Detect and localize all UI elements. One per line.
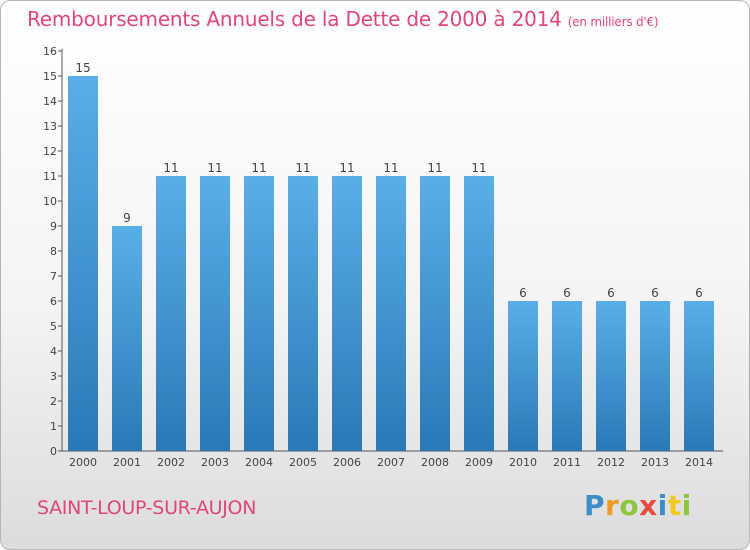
x-tick-label: 2008 bbox=[421, 456, 449, 469]
x-tick-label: 2002 bbox=[157, 456, 185, 469]
bar bbox=[156, 176, 186, 451]
data-label: 11 bbox=[427, 161, 442, 175]
y-tick-label: 10 bbox=[43, 195, 57, 208]
bar bbox=[244, 176, 274, 451]
data-label: 6 bbox=[563, 286, 571, 300]
data-label: 11 bbox=[163, 161, 178, 175]
x-tick-label: 2013 bbox=[641, 456, 669, 469]
bar bbox=[332, 176, 362, 451]
y-tick-label: 2 bbox=[50, 395, 57, 408]
chart-unit: (en milliers d'€) bbox=[567, 15, 659, 29]
bar bbox=[552, 301, 582, 451]
data-label: 9 bbox=[123, 211, 131, 225]
y-tick-label: 3 bbox=[50, 370, 57, 383]
x-tick-label: 2003 bbox=[201, 456, 229, 469]
data-label: 6 bbox=[695, 286, 703, 300]
data-label: 11 bbox=[339, 161, 354, 175]
bar bbox=[68, 76, 98, 451]
x-tick-label: 2004 bbox=[245, 456, 273, 469]
x-tick-label: 2005 bbox=[289, 456, 317, 469]
x-tick-label: 2009 bbox=[465, 456, 493, 469]
bar bbox=[112, 226, 142, 451]
y-tick-label: 9 bbox=[50, 220, 57, 233]
data-label: 15 bbox=[75, 61, 90, 75]
x-tick-label: 2001 bbox=[113, 456, 141, 469]
x-tick-label: 2007 bbox=[377, 456, 405, 469]
bar bbox=[640, 301, 670, 451]
bar bbox=[420, 176, 450, 451]
x-tick-label: 2012 bbox=[597, 456, 625, 469]
x-tick-label: 2014 bbox=[685, 456, 713, 469]
y-tick-label: 1 bbox=[50, 420, 57, 433]
chart-title-text: Remboursements Annuels de la Dette de 20… bbox=[27, 7, 562, 31]
y-tick-label: 8 bbox=[50, 245, 57, 258]
data-label: 11 bbox=[207, 161, 222, 175]
proxiti-logo: Proxiti bbox=[584, 489, 692, 522]
data-label: 11 bbox=[295, 161, 310, 175]
data-label: 11 bbox=[251, 161, 266, 175]
y-tick-label: 16 bbox=[43, 45, 57, 58]
data-label: 6 bbox=[519, 286, 527, 300]
data-label: 11 bbox=[383, 161, 398, 175]
bar bbox=[288, 176, 318, 451]
x-tick-label: 2000 bbox=[69, 456, 97, 469]
y-tick-label: 5 bbox=[50, 320, 57, 333]
y-tick-label: 13 bbox=[43, 120, 57, 133]
bar bbox=[508, 301, 538, 451]
y-tick-label: 4 bbox=[50, 345, 57, 358]
data-label: 6 bbox=[651, 286, 659, 300]
y-tick-label: 11 bbox=[43, 170, 57, 183]
y-tick-label: 12 bbox=[43, 145, 57, 158]
y-tick-label: 14 bbox=[43, 95, 57, 108]
x-tick-label: 2006 bbox=[333, 456, 361, 469]
x-tick-label: 2011 bbox=[553, 456, 581, 469]
y-tick-label: 7 bbox=[50, 270, 57, 283]
y-tick-label: 6 bbox=[50, 295, 57, 308]
bar bbox=[596, 301, 626, 451]
y-tick-label: 15 bbox=[43, 70, 57, 83]
bar bbox=[200, 176, 230, 451]
chart-title: Remboursements Annuels de la Dette de 20… bbox=[27, 7, 659, 31]
data-label: 6 bbox=[607, 286, 615, 300]
bar bbox=[684, 301, 714, 451]
x-tick-label: 2010 bbox=[509, 456, 537, 469]
bar bbox=[376, 176, 406, 451]
town-name: SAINT-LOUP-SUR-AUJON bbox=[37, 497, 257, 519]
y-tick-label: 0 bbox=[50, 445, 57, 458]
bar bbox=[464, 176, 494, 451]
data-label: 11 bbox=[471, 161, 486, 175]
